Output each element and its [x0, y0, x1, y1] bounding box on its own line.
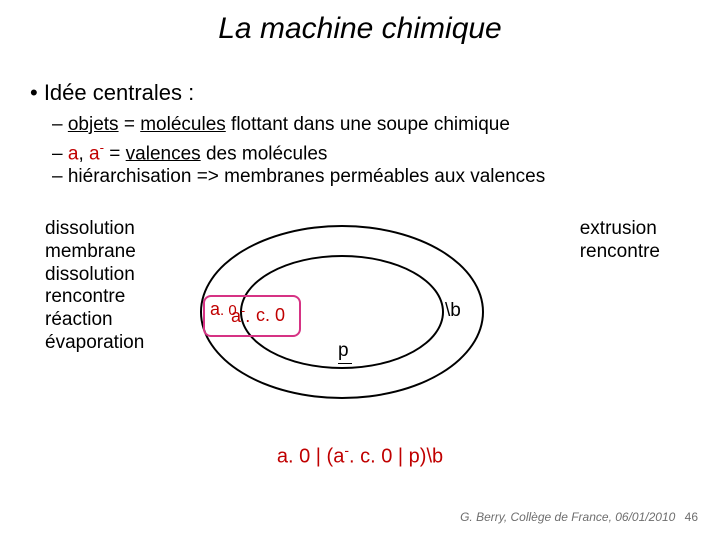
- sub2-a: a: [68, 143, 79, 164]
- sub1-mol: molécules: [140, 114, 226, 135]
- a0-a: a: [210, 299, 220, 319]
- bottom-formula: a. 0 | (a-. c. 0 | p)\b: [0, 442, 720, 469]
- sub2-prefix: –: [52, 143, 68, 164]
- sub-bullet-2: – a, a- = valences des molécules: [52, 140, 327, 165]
- slide: La machine chimique • Idée centrales : –…: [0, 0, 720, 540]
- label-a-minus: a-.: [231, 304, 250, 327]
- p-underline: [338, 363, 352, 364]
- sub2-rest: des molécules: [201, 143, 328, 164]
- bullet-main: • Idée centrales :: [30, 80, 194, 106]
- footer: G. Berry, Collège de France, 06/01/2010 …: [460, 510, 698, 524]
- right-labels: extrusion rencontre: [580, 218, 660, 264]
- sub2-mid: =: [104, 143, 126, 164]
- sub2-val: valences: [126, 143, 201, 164]
- footer-text: G. Berry, Collège de France, 06/01/2010: [460, 510, 675, 524]
- sub1-prefix: –: [52, 114, 68, 135]
- sub-bullet-1: – objets = molécules flottant dans une s…: [52, 114, 510, 136]
- sub1-rest: flottant dans une soupe chimique: [226, 114, 510, 135]
- label-p: p: [338, 340, 349, 362]
- formula-2: . c. 0 | p)\b: [349, 446, 443, 468]
- sub1-mid: =: [119, 114, 141, 135]
- aminus-dot: .: [245, 306, 250, 326]
- sub2-a2: a: [89, 143, 100, 164]
- aminus-a: a: [231, 306, 241, 326]
- sub-bullet-3: – hiérarchisation => membranes perméable…: [52, 166, 545, 188]
- label-backslash-b: \b: [445, 300, 461, 322]
- label-c0: c. 0: [256, 305, 285, 326]
- sub1-objets: objets: [68, 114, 119, 135]
- slide-title: La machine chimique: [0, 12, 720, 46]
- formula-1: a. 0 | (a: [277, 446, 344, 468]
- sub2-comma: ,: [78, 143, 89, 164]
- left-labels: dissolution membrane dissolution rencont…: [45, 218, 144, 355]
- page-number: 46: [685, 510, 698, 524]
